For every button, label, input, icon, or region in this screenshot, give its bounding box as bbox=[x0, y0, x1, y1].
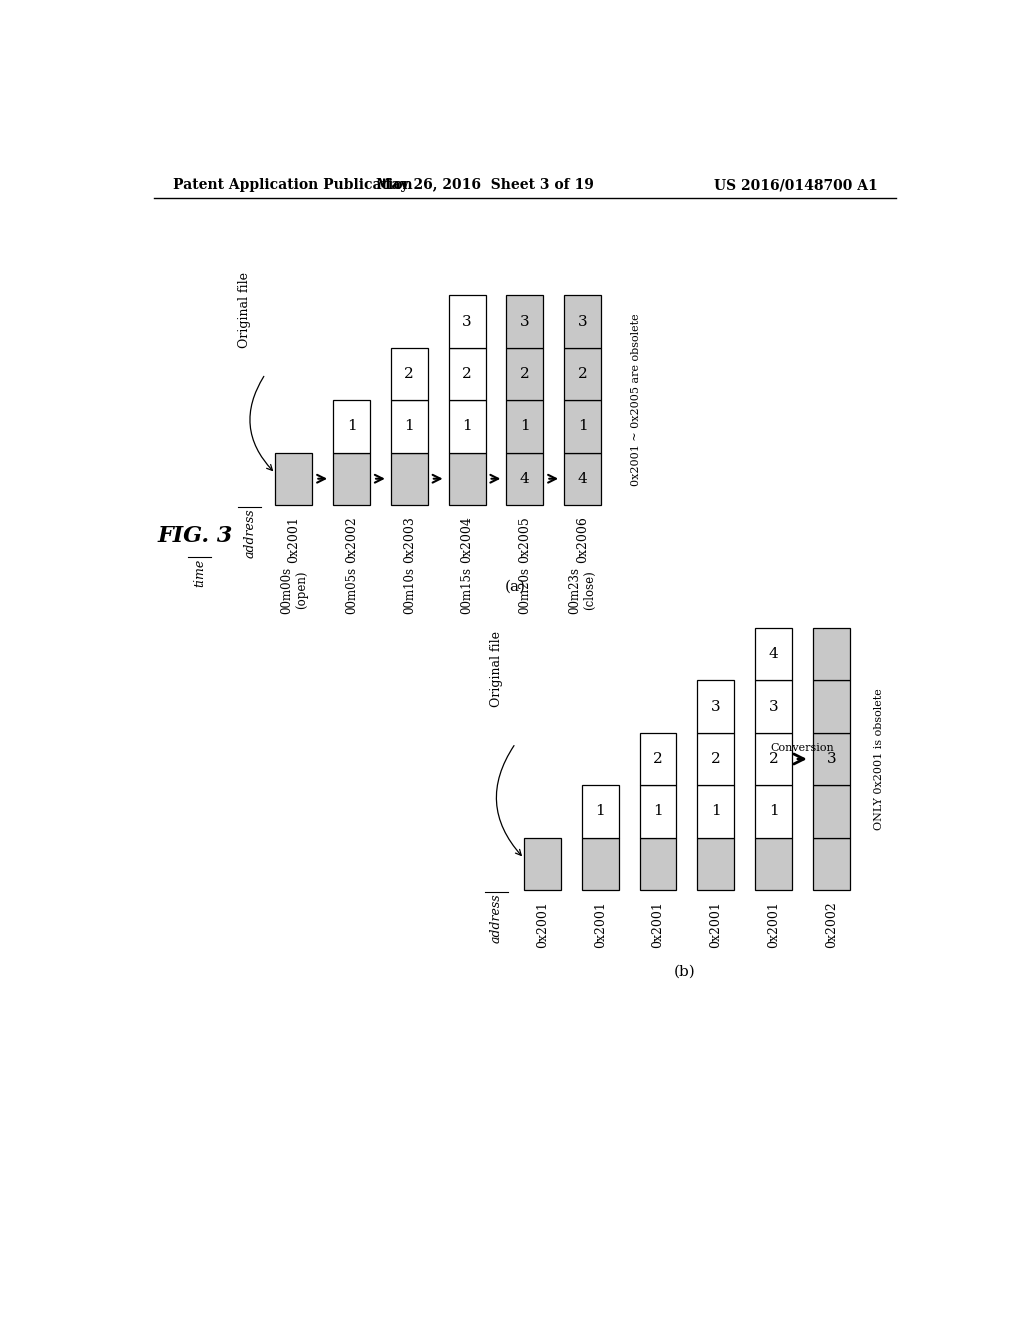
Bar bbox=[697, 733, 734, 785]
Bar bbox=[813, 785, 850, 838]
Text: 3: 3 bbox=[826, 752, 836, 766]
Bar bbox=[506, 400, 544, 453]
Text: 2: 2 bbox=[404, 367, 414, 381]
Text: 00m05s: 00m05s bbox=[345, 566, 358, 614]
Text: 0x2001: 0x2001 bbox=[710, 902, 722, 948]
Bar bbox=[813, 733, 850, 785]
Text: 0x2002: 0x2002 bbox=[345, 516, 358, 564]
Bar bbox=[506, 296, 544, 348]
Text: 2: 2 bbox=[653, 752, 663, 766]
Text: 0x2004: 0x2004 bbox=[461, 516, 473, 564]
Bar bbox=[755, 733, 792, 785]
Text: May 26, 2016  Sheet 3 of 19: May 26, 2016 Sheet 3 of 19 bbox=[376, 178, 594, 193]
Bar bbox=[697, 838, 734, 890]
Text: FIG. 3: FIG. 3 bbox=[158, 525, 232, 546]
Text: 3: 3 bbox=[769, 700, 778, 714]
Text: 4: 4 bbox=[769, 647, 778, 661]
Text: time: time bbox=[194, 558, 207, 587]
Text: 3: 3 bbox=[711, 700, 721, 714]
Bar bbox=[333, 400, 370, 453]
Bar bbox=[449, 348, 485, 400]
Bar bbox=[755, 628, 792, 681]
Text: 2: 2 bbox=[578, 367, 588, 381]
Bar bbox=[564, 296, 601, 348]
Text: 0x2001: 0x2001 bbox=[651, 902, 665, 948]
Bar bbox=[564, 400, 601, 453]
Bar bbox=[564, 453, 601, 506]
Text: 3: 3 bbox=[520, 314, 529, 329]
Text: 00m00s
(open): 00m00s (open) bbox=[280, 566, 308, 614]
Bar bbox=[506, 348, 544, 400]
Text: 1: 1 bbox=[595, 804, 605, 818]
Bar bbox=[697, 681, 734, 733]
Text: 3: 3 bbox=[462, 314, 472, 329]
Bar bbox=[391, 348, 428, 400]
Bar bbox=[564, 348, 601, 400]
Text: 0x2003: 0x2003 bbox=[402, 516, 416, 564]
Text: (b): (b) bbox=[674, 965, 696, 978]
Text: 00m23s
(close): 00m23s (close) bbox=[568, 566, 597, 614]
Text: 2: 2 bbox=[711, 752, 721, 766]
Text: 00m10s: 00m10s bbox=[402, 566, 416, 614]
Text: 0x2002: 0x2002 bbox=[824, 902, 838, 948]
Text: 00m20s: 00m20s bbox=[518, 566, 531, 614]
Text: 2: 2 bbox=[462, 367, 472, 381]
Text: 0x2006: 0x2006 bbox=[577, 516, 589, 564]
Bar bbox=[640, 838, 677, 890]
Text: Conversion: Conversion bbox=[770, 743, 835, 752]
Text: 4: 4 bbox=[520, 471, 529, 486]
Text: 4: 4 bbox=[578, 471, 588, 486]
Bar bbox=[275, 453, 312, 506]
Text: 1: 1 bbox=[347, 420, 356, 433]
Bar bbox=[333, 453, 370, 506]
Text: 1: 1 bbox=[653, 804, 663, 818]
Bar bbox=[640, 733, 677, 785]
Text: address: address bbox=[489, 894, 503, 944]
Bar bbox=[755, 838, 792, 890]
Text: 0x2001: 0x2001 bbox=[594, 902, 607, 948]
Bar bbox=[449, 453, 485, 506]
Bar bbox=[640, 785, 677, 838]
Text: address: address bbox=[244, 508, 256, 558]
Bar bbox=[813, 681, 850, 733]
Text: 2: 2 bbox=[769, 752, 778, 766]
Bar bbox=[524, 838, 561, 890]
Text: 1: 1 bbox=[711, 804, 721, 818]
Bar bbox=[391, 453, 428, 506]
Bar bbox=[449, 400, 485, 453]
Text: ONLY 0x2001 is obsolete: ONLY 0x2001 is obsolete bbox=[873, 688, 884, 830]
Bar bbox=[391, 400, 428, 453]
Text: Patent Application Publication: Patent Application Publication bbox=[173, 178, 413, 193]
Text: 00m15s: 00m15s bbox=[461, 566, 473, 614]
Bar bbox=[697, 785, 734, 838]
Bar bbox=[449, 296, 485, 348]
Text: 0x2001: 0x2001 bbox=[288, 516, 300, 564]
Bar bbox=[506, 453, 544, 506]
Bar bbox=[813, 628, 850, 681]
Text: 0x2001 ~ 0x2005 are obsolete: 0x2001 ~ 0x2005 are obsolete bbox=[631, 314, 641, 487]
Text: 0x2001: 0x2001 bbox=[536, 902, 549, 948]
Text: 1: 1 bbox=[769, 804, 778, 818]
Text: 2: 2 bbox=[520, 367, 529, 381]
Text: 1: 1 bbox=[404, 420, 414, 433]
Bar bbox=[582, 785, 618, 838]
Text: 3: 3 bbox=[578, 314, 588, 329]
Bar bbox=[582, 838, 618, 890]
Bar bbox=[755, 785, 792, 838]
Text: 0x2001: 0x2001 bbox=[767, 902, 780, 948]
Text: 1: 1 bbox=[520, 420, 529, 433]
Text: (a): (a) bbox=[505, 579, 526, 594]
Text: 1: 1 bbox=[462, 420, 472, 433]
Text: US 2016/0148700 A1: US 2016/0148700 A1 bbox=[714, 178, 878, 193]
Text: 0x2005: 0x2005 bbox=[518, 516, 531, 564]
Bar bbox=[813, 838, 850, 890]
Text: Original file: Original file bbox=[489, 631, 503, 706]
Text: 1: 1 bbox=[578, 420, 588, 433]
Bar bbox=[755, 681, 792, 733]
Text: Original file: Original file bbox=[238, 272, 251, 348]
